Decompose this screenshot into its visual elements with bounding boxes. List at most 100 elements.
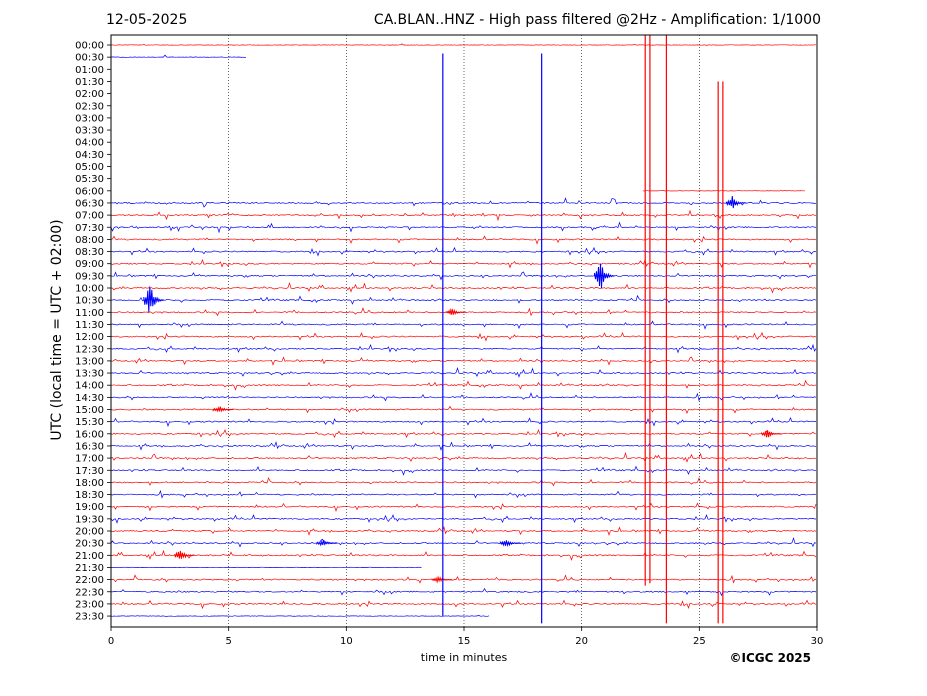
trace-1900 [110, 502, 817, 512]
y-tick-label: 14:00 [75, 381, 104, 392]
event-mark-8 [761, 430, 782, 438]
y-tick-label: 16:00 [75, 429, 104, 440]
y-tick-label: 00:00 [75, 41, 104, 52]
trace-0700 [110, 209, 817, 222]
y-tick-label: 20:00 [75, 527, 104, 538]
trace-1330 [110, 366, 817, 378]
trace-1230 [110, 343, 817, 354]
y-tick-label: 14:30 [75, 393, 104, 404]
y-tick-label: 17:00 [75, 454, 104, 465]
y-tick-label: 07:30 [75, 223, 104, 234]
trace-2100 [110, 549, 817, 561]
y-tick-label: 02:00 [75, 89, 104, 100]
chart-title: CA.BLAN..HNZ - High pass filtered @2Hz -… [373, 12, 821, 28]
trace-0800 [110, 235, 817, 245]
trace-1030 [110, 294, 817, 305]
y-tick-label: 04:00 [75, 138, 104, 149]
trace-1100 [110, 307, 817, 317]
y-tick-label: 20:30 [75, 539, 104, 550]
y-tick-label: 05:30 [75, 174, 104, 185]
y-tick-label: 01:00 [75, 65, 104, 76]
trace-0930 [110, 271, 817, 281]
y-tick-label: 19:30 [75, 514, 104, 525]
grid-layer [228, 35, 700, 627]
y-tick-label: 11:00 [75, 308, 104, 319]
y-tick-label: 08:00 [75, 235, 104, 246]
trace-2200 [110, 574, 817, 584]
y-tick-label: 12:00 [75, 332, 104, 343]
trace-1130 [110, 320, 817, 330]
trace-0630 [110, 197, 817, 208]
trace-1300 [110, 356, 817, 366]
trace-layer [110, 43, 817, 618]
y-tick-label: 21:00 [75, 551, 104, 562]
x-tick-label: 0 [108, 636, 114, 647]
x-tick-label: 10 [340, 636, 353, 647]
event-mark-6 [431, 575, 453, 584]
trace-1630 [110, 440, 817, 451]
trace-1600 [110, 429, 817, 439]
y-tick-label: 16:30 [75, 441, 104, 452]
trace-0600 [642, 189, 805, 192]
trace-1800 [110, 477, 817, 487]
trace-0030 [110, 54, 247, 58]
event-mark-7 [212, 406, 234, 413]
trace-1430 [110, 392, 817, 402]
y-tick-label: 10:00 [75, 284, 104, 295]
y-tick-label: 12:30 [75, 344, 104, 355]
x-tick-label: 15 [458, 636, 471, 647]
trace-2330 [110, 614, 490, 618]
event-mark-4 [316, 539, 337, 547]
spike-layer [442, 35, 724, 624]
trace-1530 [110, 416, 817, 427]
y-tick-label: 13:30 [75, 369, 104, 380]
y-tick-label: 22:00 [75, 575, 104, 586]
y-tick-label: 01:30 [75, 77, 104, 88]
trace-2000 [110, 525, 817, 536]
trace-2030 [110, 537, 817, 548]
y-tick-label: 17:30 [75, 466, 104, 477]
y-tick-label: 00:30 [75, 53, 104, 64]
y-tick-label: 13:00 [75, 356, 104, 367]
event-mark-0 [143, 286, 165, 313]
y-tick-label: 10:30 [75, 296, 104, 307]
y-tick-label: 23:30 [75, 612, 104, 623]
event-mark-9 [445, 308, 467, 315]
x-tick-label: 5 [225, 636, 231, 647]
y-tick-label: 11:30 [75, 320, 104, 331]
y-tick-label: 06:00 [75, 186, 104, 197]
copyright-label: ©ICGC 2025 [729, 651, 811, 665]
event-mark-3 [173, 550, 195, 559]
trace-1700 [110, 452, 817, 463]
plot-frame [110, 34, 818, 628]
trace-2230 [110, 587, 817, 597]
event-mark-5 [499, 540, 521, 548]
date-label: 12-05-2025 [106, 12, 188, 28]
y-tick-label: 04:30 [75, 150, 104, 161]
y-tick-label: 23:00 [75, 599, 104, 610]
y-tick-label: 07:00 [75, 211, 104, 222]
y-tick-label: 03:00 [75, 113, 104, 124]
y-tick-label: 15:30 [75, 417, 104, 428]
y-tick-label: 21:30 [75, 563, 104, 574]
trace-1730 [110, 465, 817, 476]
trace-2300 [110, 599, 817, 610]
y-tick-label: 02:30 [75, 101, 104, 112]
y-tick-label: 19:00 [75, 502, 104, 513]
y-tick-label: 08:30 [75, 247, 104, 258]
trace-0730 [110, 221, 817, 234]
x-tick-label: 30 [811, 636, 824, 647]
trace-1830 [110, 489, 817, 499]
y-tick-label: 18:00 [75, 478, 104, 489]
trace-0000 [110, 43, 816, 46]
trace-1000 [110, 281, 817, 294]
y-tick-label: 22:30 [75, 587, 104, 598]
event-mark-2 [725, 195, 747, 209]
trace-0900 [110, 258, 817, 269]
trace-1200 [110, 331, 817, 342]
x-tick-label: 20 [575, 636, 588, 647]
y-tick-label: 05:00 [75, 162, 104, 173]
y-tick-label: 15:00 [75, 405, 104, 416]
